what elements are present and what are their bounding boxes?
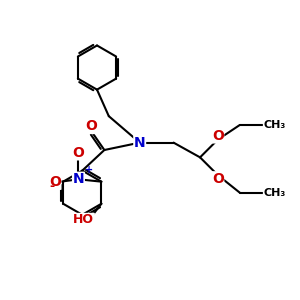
Text: N: N (134, 136, 146, 150)
Text: HO: HO (73, 213, 94, 226)
Text: CH₃: CH₃ (263, 120, 286, 130)
Text: O: O (212, 172, 224, 186)
Text: -: - (49, 180, 54, 193)
Text: N: N (73, 172, 84, 186)
Text: O: O (85, 119, 97, 134)
Text: O: O (212, 129, 224, 143)
Text: CH₃: CH₃ (263, 188, 286, 198)
Text: +: + (85, 165, 93, 175)
Text: O: O (73, 146, 84, 160)
Text: O: O (49, 175, 61, 189)
